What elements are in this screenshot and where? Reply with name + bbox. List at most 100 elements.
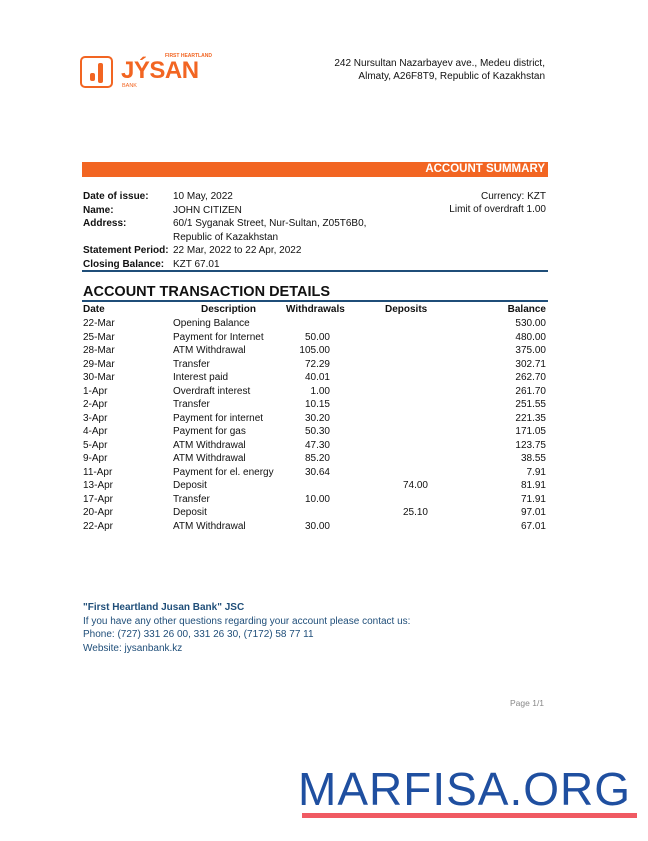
table-row: 29-Mar Transfer 72.29 302.71 <box>0 359 648 373</box>
cell-description: Payment for el. energy <box>173 466 274 478</box>
page-number: Page 1/1 <box>510 698 545 708</box>
watermark: MARFISA.ORG <box>298 763 632 815</box>
field-value: KZT 67.01 <box>173 258 220 270</box>
cell-withdrawal: 47.30 <box>304 439 330 451</box>
cell-date: 29-Mar <box>83 358 115 370</box>
cell-date: 9-Apr <box>83 453 108 464</box>
field-label: Closing Balance: <box>83 258 165 270</box>
bank-logo: FIRST HEARTLAND JÝSAN BANK <box>80 53 212 93</box>
cell-withdrawal: 10.15 <box>304 399 330 410</box>
account-summary-header: ACCOUNT SUMMARY <box>82 162 548 177</box>
cell-balance: 480.00 <box>515 331 546 343</box>
table-row: 11-Apr Payment for el. energy 30.64 7.91 <box>0 467 648 481</box>
cell-withdrawal: 30.20 <box>304 412 330 424</box>
cell-description: Opening Balance <box>173 318 250 329</box>
col-date: Date <box>83 304 105 315</box>
cell-withdrawal: 30.00 <box>304 520 330 532</box>
cell-deposit: 74.00 <box>402 480 428 491</box>
field-value: JOHN CITIZEN <box>173 204 242 216</box>
field-value: Republic of Kazakhstan <box>173 231 279 243</box>
cell-date: 25-Mar <box>83 331 115 343</box>
cell-description: ATM Withdrawal <box>173 345 246 356</box>
cell-withdrawal: 50.30 <box>304 426 330 437</box>
table-row: 17-Apr Transfer 10.00 71.91 <box>0 494 648 508</box>
logo-tagline: FIRST HEARTLAND <box>165 53 212 59</box>
cell-withdrawal: 30.64 <box>304 466 330 478</box>
cell-description: Payment for Internet <box>173 331 264 343</box>
cell-withdrawal: 50.00 <box>304 331 330 343</box>
cell-balance: 375.00 <box>515 345 546 356</box>
cell-withdrawal: 1.00 <box>310 385 330 397</box>
field-value: 10 May, 2022 <box>173 191 233 202</box>
cell-balance: 81.91 <box>520 480 546 491</box>
cell-description: Transfer <box>173 493 210 505</box>
footer-phone: Phone: (727) 331 26 00, 331 26 30, (7172… <box>83 629 314 640</box>
field-value: 22 Mar, 2022 to 22 Apr, 2022 <box>173 245 302 256</box>
table-row: 25-Mar Payment for Internet 50.00 480.00 <box>0 332 648 346</box>
watermark-underline <box>302 813 637 818</box>
col-deposits: Deposits <box>385 304 428 315</box>
table-row: 28-Mar ATM Withdrawal 105.00 375.00 <box>0 345 648 359</box>
table-row: 13-Apr Deposit 74.00 81.91 <box>0 480 648 494</box>
footer-company: "First Heartland Jusan Bank" JSC <box>83 602 245 613</box>
table-row: 22-Apr ATM Withdrawal 30.00 67.01 <box>0 521 648 535</box>
table-row: 3-Apr Payment for internet 30.20 221.35 <box>0 413 648 427</box>
col-withdrawals: Withdrawals <box>286 304 345 315</box>
cell-description: Transfer <box>173 399 210 410</box>
transactions-title: ACCOUNT TRANSACTION DETAILS <box>83 284 331 300</box>
field-label: Name: <box>83 204 114 216</box>
cell-balance: 221.35 <box>515 412 546 424</box>
cell-description: Transfer <box>173 358 210 370</box>
cell-deposit: 25.10 <box>402 507 428 518</box>
field-label: Date of issue: <box>83 191 149 202</box>
cell-date: 5-Apr <box>83 439 108 451</box>
cell-date: 28-Mar <box>83 345 115 356</box>
col-balance: Balance <box>507 304 546 315</box>
cell-withdrawal: 85.20 <box>304 453 330 464</box>
logo-brand: JÝSAN <box>121 57 199 84</box>
table-row: 4-Apr Payment for gas 50.30 171.05 <box>0 426 648 440</box>
cell-date: 3-Apr <box>83 412 108 424</box>
field-label: Statement Period: <box>83 245 169 256</box>
cell-balance: 7.91 <box>526 466 546 478</box>
cell-balance: 251.55 <box>515 399 546 410</box>
cell-date: 11-Apr <box>83 466 113 478</box>
cell-description: Interest paid <box>173 372 229 383</box>
cell-date: 22-Apr <box>83 520 114 532</box>
cell-description: Overdraft interest <box>173 385 251 397</box>
cell-balance: 71.91 <box>520 493 546 505</box>
cell-description: Payment for internet <box>173 412 264 424</box>
cell-withdrawal: 10.00 <box>304 493 330 505</box>
cell-balance: 123.75 <box>515 439 546 451</box>
divider <box>82 300 548 302</box>
cell-date: 20-Apr <box>83 507 114 518</box>
cell-balance: 302.71 <box>515 358 546 370</box>
logo-mark-icon <box>80 56 113 88</box>
cell-date: 4-Apr <box>83 426 108 437</box>
overdraft-limit: Limit of overdraft 1.00 <box>449 204 546 215</box>
field-value: 60/1 Syganak Street, Nur-Sultan, Z05T6B0… <box>173 218 367 229</box>
cell-description: ATM Withdrawal <box>173 439 246 451</box>
cell-balance: 261.70 <box>515 385 546 397</box>
table-row: 9-Apr ATM Withdrawal 85.20 38.55 <box>0 453 648 467</box>
logo-subtitle: BANK <box>122 83 137 89</box>
cell-date: 22-Mar <box>83 318 115 329</box>
cell-balance: 67.01 <box>520 520 546 532</box>
currency: Currency: KZT <box>480 191 546 202</box>
bank-address-line1: 242 Nursultan Nazarbayev ave., Medeu dis… <box>334 58 545 69</box>
table-row: 2-Apr Transfer 10.15 251.55 <box>0 399 648 413</box>
cell-date: 30-Mar <box>83 372 115 383</box>
cell-withdrawal: 105.00 <box>299 345 330 356</box>
cell-balance: 262.70 <box>515 372 546 383</box>
cell-date: 17-Apr <box>83 493 114 505</box>
cell-balance: 171.05 <box>515 426 546 437</box>
cell-date: 1-Apr <box>83 385 108 397</box>
cell-description: ATM Withdrawal <box>173 520 246 532</box>
cell-description: Payment for gas <box>173 426 246 437</box>
cell-description: ATM Withdrawal <box>173 453 246 464</box>
footer-contact: If you have any other questions regardin… <box>83 616 411 627</box>
cell-balance: 530.00 <box>515 318 546 329</box>
col-description: Description <box>201 304 257 315</box>
table-row: 20-Apr Deposit 25.10 97.01 <box>0 507 648 521</box>
field-label: Address: <box>83 218 127 229</box>
